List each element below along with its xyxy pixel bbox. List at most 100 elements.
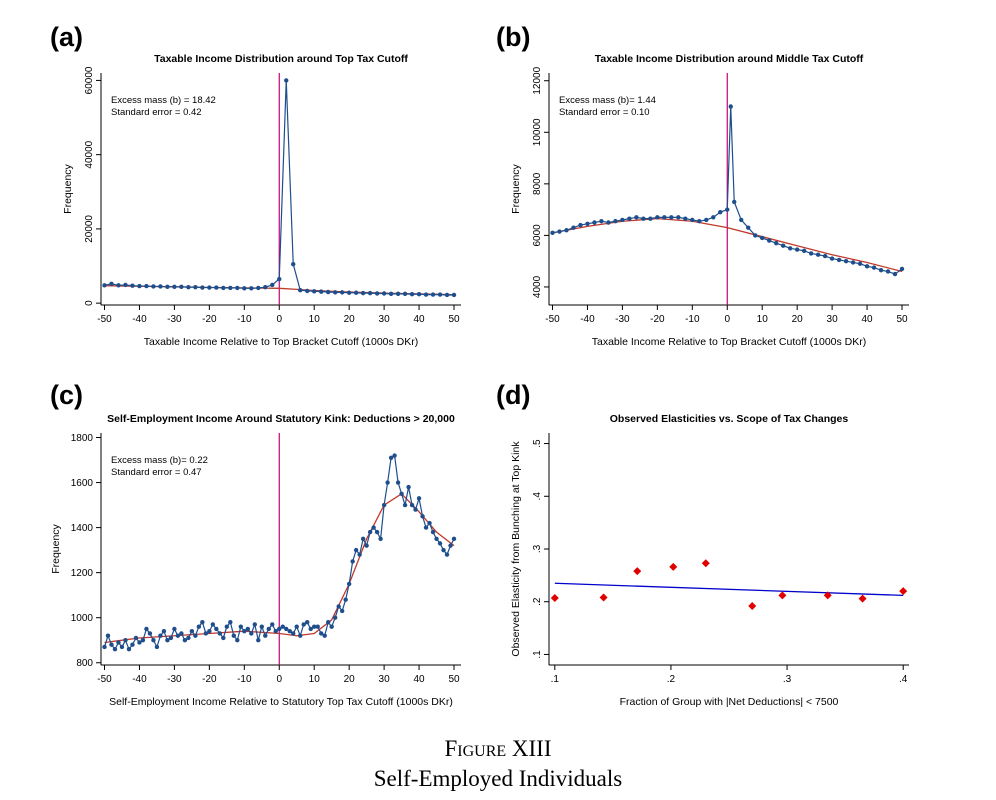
data-point [388,291,394,297]
data-point [235,285,240,291]
data-point [683,216,688,221]
data-point [112,647,118,652]
data-point [144,283,149,289]
data-point [109,642,114,647]
scatter-point [858,594,867,603]
data-point [690,217,695,223]
x-tick-label: 30 [379,674,391,685]
chart-title: Self-Employment Income Around Statutory … [107,413,455,425]
data-point [151,638,156,643]
x-tick-label: 50 [448,314,460,325]
x-tick-label: -40 [580,314,595,325]
x-tick-label: .3 [783,674,792,685]
chart-title: Observed Elasticities vs. Scope of Tax C… [610,413,849,425]
data-point [322,633,327,638]
data-point [878,268,884,273]
data-point [263,284,268,290]
data-point [291,631,296,636]
data-point [402,291,408,297]
data-point [829,256,835,261]
data-point [325,620,331,625]
y-tick-label: 20000 [84,215,95,243]
data-point [259,624,264,629]
scatter-point [599,593,608,602]
data-point [238,624,244,629]
data-point [137,283,142,289]
x-tick-label: 20 [344,314,356,325]
data-point [298,633,303,638]
data-point [252,622,257,627]
data-point [557,229,562,234]
data-point [760,235,765,241]
data-point [266,626,271,632]
x-tick-label: .2 [667,674,676,685]
data-point [381,502,387,508]
data-point [133,635,139,641]
data-point [420,514,425,519]
data-point [676,215,681,220]
data-point [718,210,723,215]
data-point [210,622,216,627]
data-point [381,291,387,296]
data-point [550,230,555,236]
chart-panel-a: Taxable Income Distribution around Top T… [62,53,461,348]
x-tick-label: .1 [551,674,560,685]
x-tick-label: -20 [202,674,217,685]
data-point [329,624,334,629]
data-point [367,290,373,296]
scatter-point [550,594,559,603]
y-tick-label: 10000 [532,118,543,146]
data-point [395,291,401,297]
data-point [434,536,439,542]
annotation-text: Excess mass (b) = 18.42 [111,95,216,106]
data-point [231,633,237,638]
data-point [669,215,674,220]
data-point [444,292,450,298]
data-point [168,635,174,641]
data-point [339,608,345,614]
data-point [885,269,891,274]
data-point [346,290,352,295]
data-point [182,638,188,643]
data-point [123,282,128,288]
data-point [773,240,779,246]
y-tick-label: 800 [76,658,93,669]
data-point [277,276,282,282]
data-point [360,290,366,296]
data-point [794,247,800,252]
data-point [406,484,411,490]
data-point [402,502,408,508]
data-point [697,219,702,224]
x-tick-label: 40 [861,314,873,325]
data-point [325,289,331,295]
data-point [385,480,390,485]
data-point [864,264,870,269]
x-tick-label: 0 [276,314,282,325]
data-point [196,624,202,629]
data-point [172,626,177,632]
data-point [350,559,355,564]
data-point [753,233,758,238]
data-point [409,502,415,508]
y-tick-label: 0 [84,300,95,306]
data-point [172,284,177,290]
data-point [451,292,457,298]
data-point [280,624,285,629]
data-point [423,292,429,297]
data-point [592,220,597,225]
x-tick-label: -20 [650,314,665,325]
data-point [430,292,436,297]
data-point [441,547,446,553]
data-point [228,285,233,291]
y-tick-label: 40000 [84,140,95,168]
data-point [739,217,744,223]
annotation-text: Standard error = 0.47 [111,467,202,478]
data-point [836,257,842,263]
scatter-point [899,587,908,596]
panel-a-label: (a) [50,22,83,52]
x-tick-label: 0 [724,314,730,325]
x-tick-label: 40 [413,674,425,685]
data-point [746,225,751,230]
data-point [437,292,443,297]
data-point [186,635,191,641]
